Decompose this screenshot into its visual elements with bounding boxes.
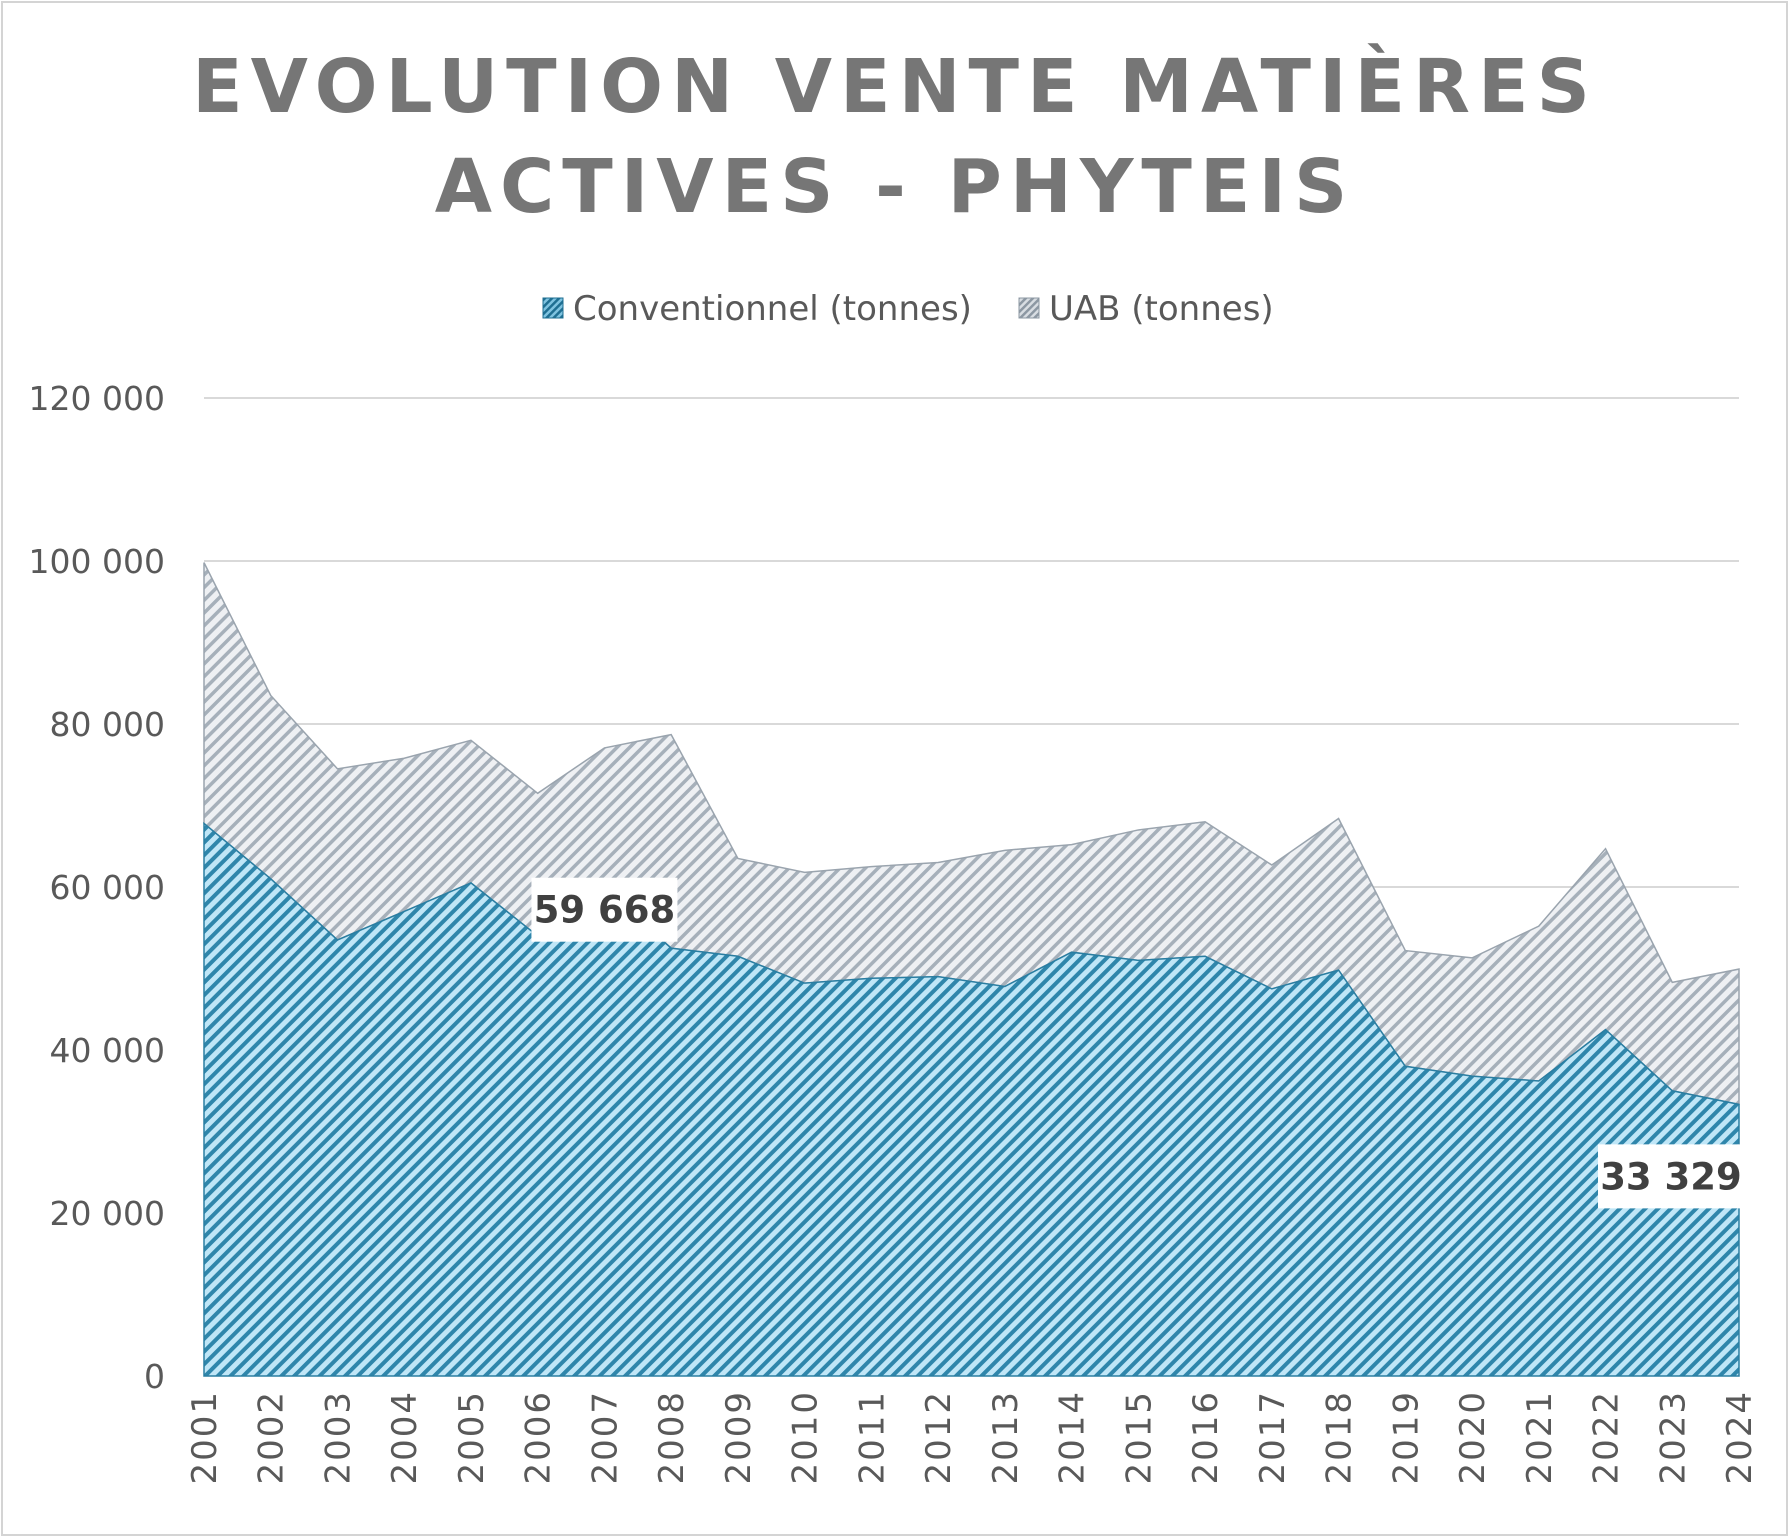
y-axis-ticks: 0 20 000 40 000 60 000 80 000 100 000 120 000: [29, 379, 165, 1396]
legend-label-conventionnel: Conventionnel (tonnes): [573, 289, 972, 329]
legend-label-uab: UAB (tonnes): [1049, 289, 1274, 329]
data-label: 33 329: [1600, 1155, 1742, 1198]
x-tick-label: 2020: [1453, 1390, 1493, 1485]
x-tick-label: 2019: [1386, 1390, 1426, 1485]
y-tick-label: 20 000: [50, 1194, 165, 1233]
x-tick-label: 2021: [1520, 1390, 1560, 1485]
plot-areas: [203, 562, 1740, 1377]
area-conventionnel: [203, 821, 1740, 1377]
x-tick-label: 2015: [1119, 1390, 1159, 1485]
y-tick-label: 0: [144, 1357, 165, 1396]
x-tick-label: 2023: [1653, 1390, 1693, 1485]
x-tick-label: 2014: [1053, 1390, 1093, 1485]
x-tick-label: 2010: [786, 1390, 826, 1485]
data-label: 59 668: [534, 889, 676, 932]
data-label-box: [1598, 1144, 1744, 1209]
y-tick-label: 120 000: [29, 379, 165, 418]
x-tick-label: 2001: [185, 1390, 225, 1485]
x-tick-label: 2016: [1186, 1390, 1226, 1485]
x-tick-label: 2005: [452, 1390, 492, 1485]
chart-title-line-1: EVOLUTION VENTE MATIÈRES: [192, 42, 1598, 130]
legend-swatch-conventionnel: [542, 297, 564, 319]
x-tick-label: 2006: [519, 1390, 559, 1485]
x-axis-ticks: 2001 2002 2003 2004 2005 2006 2007 2008 2009 2010…: [185, 1390, 1760, 1485]
x-tick-label: 2012: [919, 1390, 959, 1485]
legend-swatch-uab: [1018, 297, 1040, 319]
x-tick-label: 2004: [385, 1390, 425, 1485]
x-tick-label: 2022: [1587, 1390, 1627, 1485]
chart-title-line-2: ACTIVES - PHYTEIS: [435, 144, 1356, 230]
x-tick-label: 2009: [719, 1390, 759, 1485]
data-annotations: 59 668 33 329: [531, 877, 1744, 1209]
x-tick-label: 2024: [1720, 1390, 1760, 1485]
legend: Conventionnel (tonnes) UAB (tonnes): [542, 289, 1274, 329]
x-tick-label: 2017: [1253, 1390, 1293, 1485]
y-tick-label: 40 000: [50, 1031, 165, 1070]
x-tick-label: 2018: [1320, 1390, 1360, 1485]
data-label-box: [531, 877, 678, 942]
y-tick-label: 100 000: [29, 542, 165, 581]
x-tick-label: 2003: [318, 1390, 358, 1485]
x-tick-label: 2007: [585, 1390, 625, 1485]
x-tick-label: 2008: [652, 1390, 692, 1485]
x-tick-label: 2013: [986, 1390, 1026, 1485]
x-tick-label: 2011: [852, 1390, 892, 1485]
y-tick-label: 60 000: [50, 868, 165, 907]
x-tick-label: 2002: [252, 1390, 292, 1485]
y-tick-label: 80 000: [50, 705, 165, 744]
